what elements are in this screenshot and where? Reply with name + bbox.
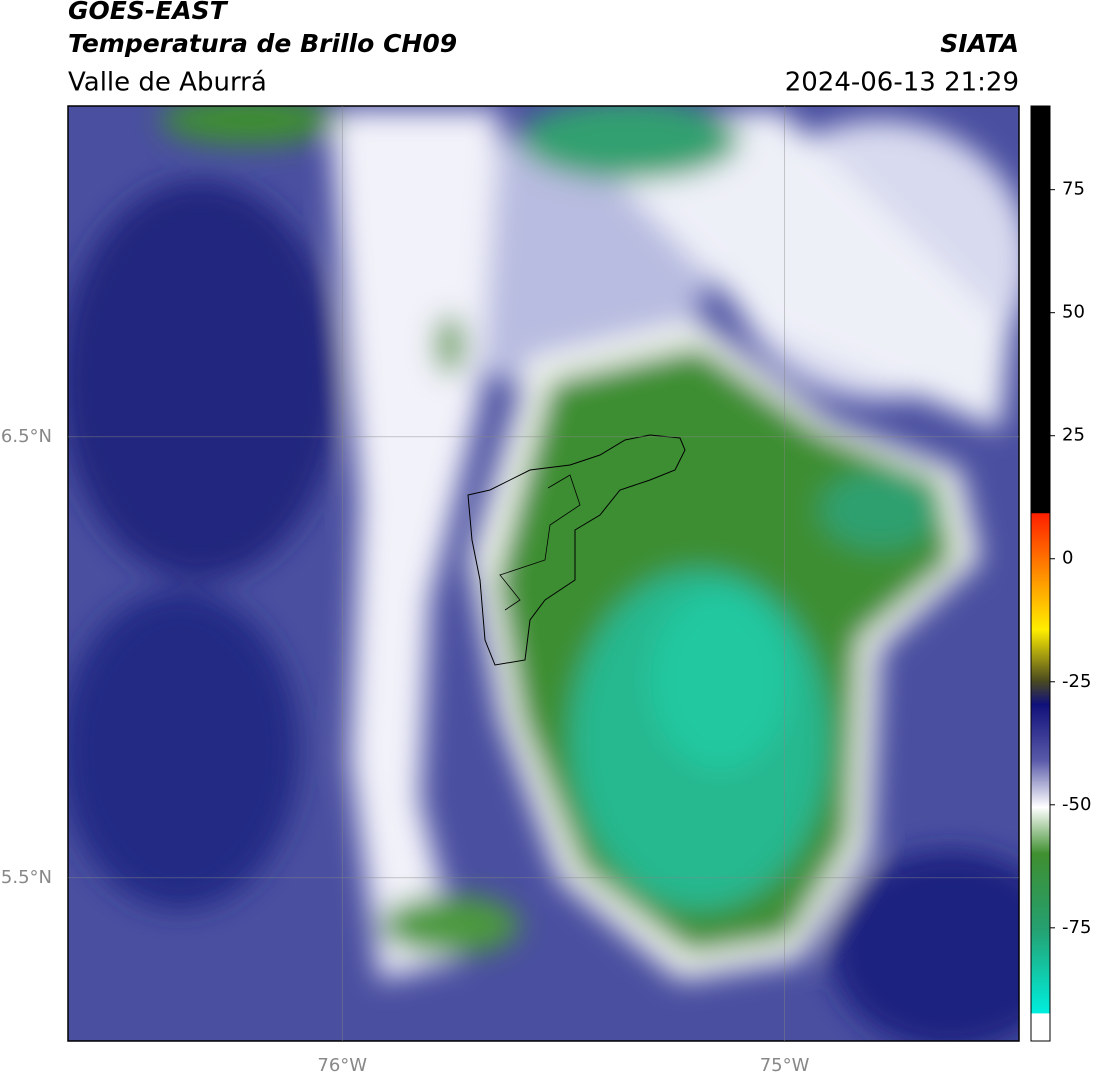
colorbar-tick-label: 50	[1062, 302, 1085, 323]
brightness-field	[68, 106, 1019, 1041]
colorbar-tick-label: -25	[1062, 671, 1091, 692]
datetime: 2024-06-13 21:29	[785, 68, 1019, 98]
municipal-boundaries	[499, 474, 581, 611]
product-title: Temperatura de Brillo CH09	[68, 29, 457, 58]
x-tick-label: 75°W	[760, 1055, 810, 1076]
y-tick-label: 6.5°N	[1, 426, 52, 447]
region-title: Valle de Aburrá	[68, 68, 267, 98]
agency-title: SIATA	[940, 29, 1019, 58]
valley-outline	[467, 434, 686, 666]
y-tick-label: 5.5°N	[1, 867, 52, 888]
colorbar-tick-label: -50	[1062, 794, 1091, 815]
source-title: GOES-EAST	[68, 0, 229, 25]
map-frame	[67, 105, 1020, 1042]
colorbar-tick-label: 25	[1062, 425, 1085, 446]
colorbar-tick-label: 0	[1062, 548, 1073, 569]
colorbar	[1030, 105, 1051, 1042]
colorbar-tick-label: 75	[1062, 179, 1085, 200]
x-tick-label: 76°W	[317, 1055, 367, 1076]
colorbar-tick-label: -75	[1062, 917, 1091, 938]
